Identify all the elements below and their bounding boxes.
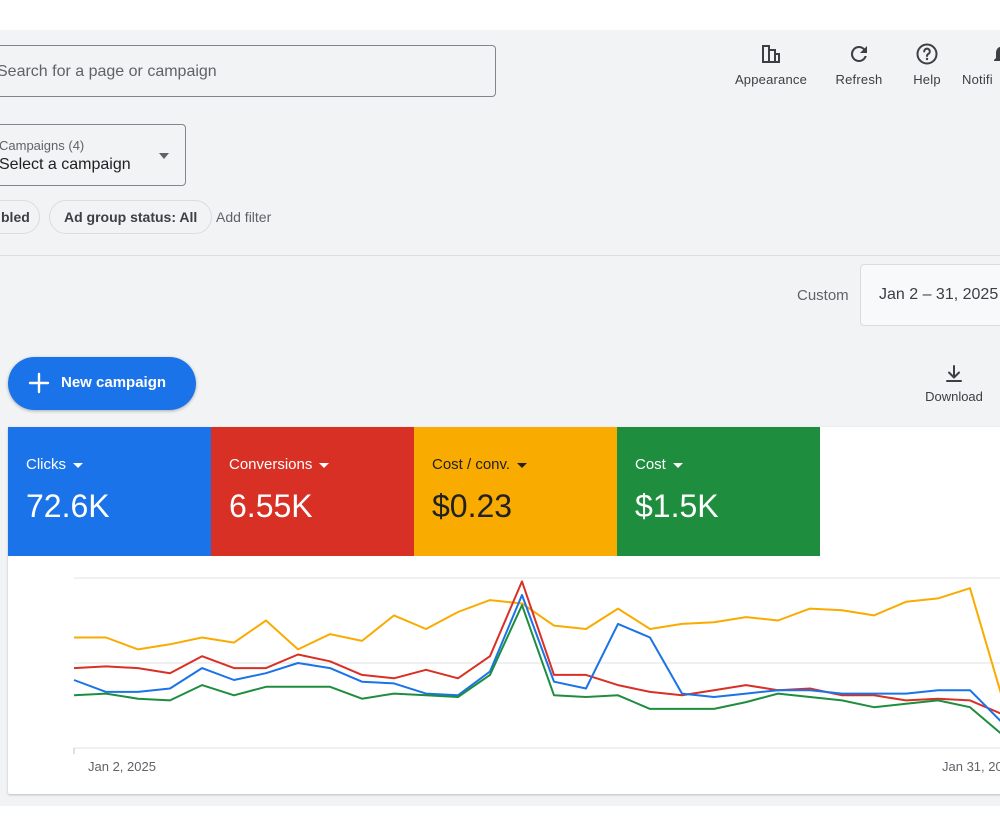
new-campaign-button[interactable]: New campaign xyxy=(8,357,196,410)
dropdown-caret-icon xyxy=(159,153,169,159)
metric-conversions-label-wrap: Conversions xyxy=(229,456,330,473)
help-icon xyxy=(903,42,951,70)
divider xyxy=(0,255,1000,256)
metric-tile-conversions[interactable]: Conversions 6.55K xyxy=(211,427,414,556)
filter-chip-ad-group-status-label: Ad group status: All xyxy=(64,209,198,225)
campaign-selector-value: Select a campaign xyxy=(0,156,131,173)
bell-icon xyxy=(962,42,1000,70)
x-tick-start: Jan 2, 2025 xyxy=(88,759,156,774)
appearance-label: Appearance xyxy=(734,72,808,87)
download-icon xyxy=(946,365,962,382)
metric-clicks-label: Clicks xyxy=(26,456,66,473)
metric-tile-cost[interactable]: Cost $1.5K xyxy=(617,427,820,556)
series-line-cost xyxy=(73,604,1000,735)
metric-cost-value: $1.5K xyxy=(635,488,719,524)
dropdown-caret-icon xyxy=(517,462,528,468)
date-range-type: Custom xyxy=(797,287,849,304)
metric-clicks-label-wrap: Clicks xyxy=(26,456,83,473)
search-input[interactable] xyxy=(0,46,479,98)
metric-cost-per-conv-label: Cost / conv. xyxy=(432,456,511,473)
metric-cost-label-wrap: Cost xyxy=(635,456,683,473)
appearance-icon xyxy=(728,42,814,70)
x-tick-end: Jan 31, 20 xyxy=(942,759,1000,774)
metric-cost-label: Cost xyxy=(635,456,666,473)
performance-chart-svg xyxy=(73,577,1000,754)
filter-chip-status[interactable]: bled xyxy=(0,200,40,234)
appearance-button[interactable]: Appearance xyxy=(728,42,814,87)
help-label: Help xyxy=(913,72,941,87)
campaign-selector[interactable]: Campaigns (4) Select a campaign xyxy=(0,124,186,186)
performance-chart: Jan 2, 2025 Jan 31, 20 xyxy=(8,556,1000,794)
refresh-button[interactable]: Refresh xyxy=(830,42,888,87)
filter-chip-status-label: bled xyxy=(1,209,30,225)
metric-conversions-label: Conversions xyxy=(229,456,313,473)
plus-icon xyxy=(28,372,50,394)
ads-dashboard: Appearance Refresh Help Notifi Campaigns… xyxy=(0,30,1000,806)
download-button[interactable]: Download xyxy=(918,363,990,404)
performance-card: Clicks 72.6K Conversions 6.55K Cost / co… xyxy=(8,427,1000,794)
dropdown-caret-icon xyxy=(672,462,683,468)
notifications-label: Notifi xyxy=(962,72,993,87)
add-filter-link[interactable]: Add filter xyxy=(216,209,272,225)
date-range-value: Jan 2 – 31, 2025 xyxy=(879,286,999,303)
metric-conversions-value: 6.55K xyxy=(229,488,313,524)
metric-clicks-value: 72.6K xyxy=(26,488,110,524)
metric-tile-clicks[interactable]: Clicks 72.6K xyxy=(8,427,211,556)
series-line-clicks xyxy=(73,594,1000,722)
refresh-icon xyxy=(830,42,888,70)
series-line-conversions xyxy=(73,580,1000,715)
new-campaign-label: New campaign xyxy=(61,374,167,391)
search-box[interactable] xyxy=(0,45,496,98)
metric-tile-cost-per-conv[interactable]: Cost / conv. $0.23 xyxy=(414,427,617,556)
metric-cost-per-conv-label-wrap: Cost / conv. xyxy=(432,456,528,473)
help-button[interactable]: Help xyxy=(903,42,951,87)
metric-cost-per-conv-value: $0.23 xyxy=(432,488,513,524)
campaign-selector-label: Campaigns (4) xyxy=(0,138,85,153)
download-label: Download xyxy=(925,389,983,404)
notifications-button[interactable]: Notifi xyxy=(962,42,1000,87)
dropdown-caret-icon xyxy=(319,462,330,468)
dropdown-caret-icon xyxy=(73,462,83,468)
series-line-cost-conv- xyxy=(74,587,1000,694)
refresh-label: Refresh xyxy=(835,72,883,87)
filter-chip-ad-group-status[interactable]: Ad group status: All xyxy=(49,200,213,234)
date-range-picker[interactable]: Jan 2 – 31, 2025 xyxy=(860,264,1000,326)
